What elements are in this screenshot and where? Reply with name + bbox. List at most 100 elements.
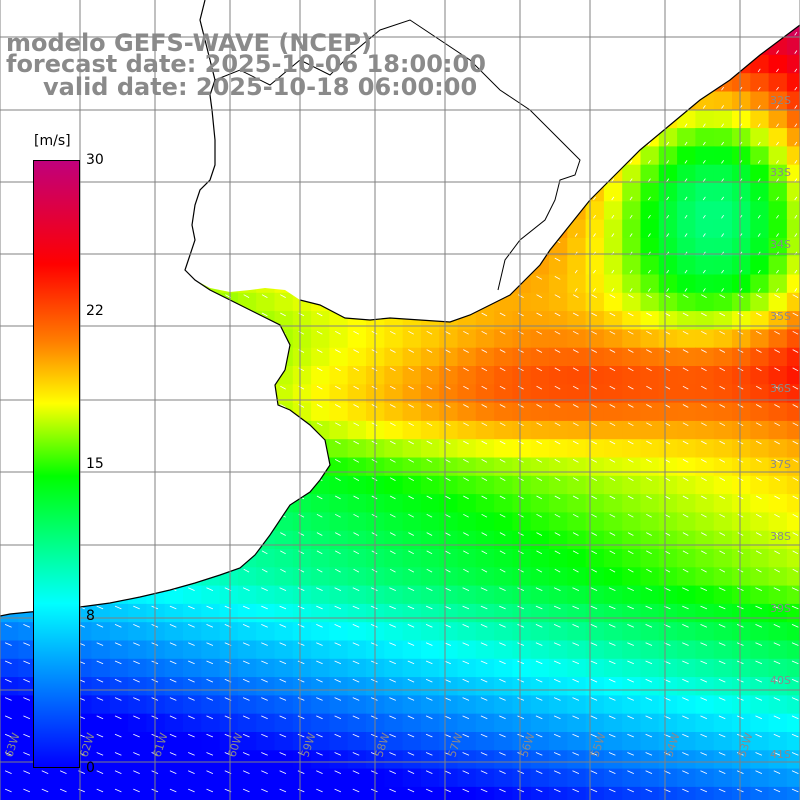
wind-arrow [316,422,323,427]
wind-speed-cell [512,695,532,715]
wind-arrow [701,477,707,481]
wind-speed-cell [786,54,800,74]
wind-arrow [242,788,250,793]
wind-arrow [572,733,580,738]
wind-arrow [682,733,689,738]
wind-speed-cell [475,475,495,495]
wind-speed-cell [512,658,532,678]
wind-speed-cell [420,530,440,550]
wind-speed-cell [732,384,751,404]
wind-speed-cell [256,695,276,715]
wind-arrow [334,678,342,683]
wind-speed-cell [640,366,660,385]
wind-speed-cell [750,494,770,513]
wind-speed-cell [786,420,800,440]
wind-speed-cell [695,237,715,257]
wind-arrow [719,532,726,536]
wind-arrow [645,624,653,628]
wind-speed-cell [640,603,660,623]
wind-arrow [334,788,342,793]
wind-speed-cell [494,402,513,422]
wind-speed-cell [457,768,477,788]
wind-speed-cell [512,402,532,422]
wind-speed-cell [439,585,459,605]
wind-speed-cell [329,512,349,532]
wind-arrow [462,678,470,683]
wind-arrow [536,422,543,427]
wind-speed-cell [768,146,788,166]
wind-speed-cell [658,549,678,568]
wind-speed-cell [567,549,587,568]
wind-arrow [316,532,323,536]
wind-arrow [755,477,762,481]
wind-arrow [279,660,287,665]
wind-speed-cell [640,512,660,532]
wind-arrow [757,233,761,237]
wind-speed-cell [0,695,19,715]
wind-arrow [334,587,342,591]
wind-arrow [41,788,49,793]
wind-arrow [316,624,323,628]
wind-arrow [791,770,799,774]
wind-arrow [517,678,525,683]
wind-speed-cell [750,420,770,440]
wind-arrow [23,770,31,774]
wind-speed-cell [439,603,459,623]
wind-speed-cell [457,512,477,532]
wind-speed-cell [237,585,257,605]
wind-speed-cell [402,622,422,642]
wind-arrow [425,733,433,738]
wind-arrow [261,770,268,774]
wind-arrow [791,752,799,756]
wind-speed-cell [640,237,660,257]
wind-speed-cell [18,732,38,751]
wind-speed-cell [713,585,733,605]
wind-arrow [297,697,305,701]
wind-arrow [591,532,597,536]
wind-arrow [773,605,781,610]
wind-arrow [316,642,323,646]
wind-speed-cell [786,786,800,800]
wind-arrow [96,624,104,628]
wind-arrow [553,697,561,701]
wind-speed-cell [640,786,660,800]
wind-arrow [96,642,104,646]
wind-speed-cell [256,732,276,751]
wind-speed-cell [786,292,800,312]
wind-speed-cell [329,713,349,733]
wind-speed-cell [695,109,715,129]
wind-arrow [719,568,726,573]
wind-speed-cell [585,420,605,440]
wind-speed-cell [530,768,550,788]
wind-speed-cell [164,768,184,788]
wind-arrow [425,715,433,720]
wind-arrow [719,330,726,335]
wind-speed-cell [768,475,788,495]
wind-arrow [700,788,708,793]
wind-speed-cell [658,567,678,587]
wind-speed-cell [567,732,587,751]
wind-arrow [133,697,140,701]
wind-speed-cell [109,640,129,660]
wind-speed-cell [347,786,367,800]
wind-arrow [773,624,781,628]
wind-speed-cell [256,585,276,605]
wind-arrow [536,385,543,390]
wind-speed-cell [549,384,568,404]
wind-arrow [645,605,653,610]
wind-arrow [335,422,341,427]
wind-arrow [335,440,341,445]
wind-speed-cell [494,475,513,495]
wind-speed-cell [750,677,770,696]
wind-arrow [4,752,12,756]
wind-arrow [646,513,652,518]
wind-arrow [755,422,762,427]
wind-arrow [316,513,323,518]
wind-speed-cell [713,128,733,147]
wind-speed-cell [347,347,367,367]
wind-speed-cell [219,603,239,623]
wind-arrow [757,123,761,128]
latitude-label: 41S [770,748,791,761]
wind-speed-cell [439,768,459,788]
